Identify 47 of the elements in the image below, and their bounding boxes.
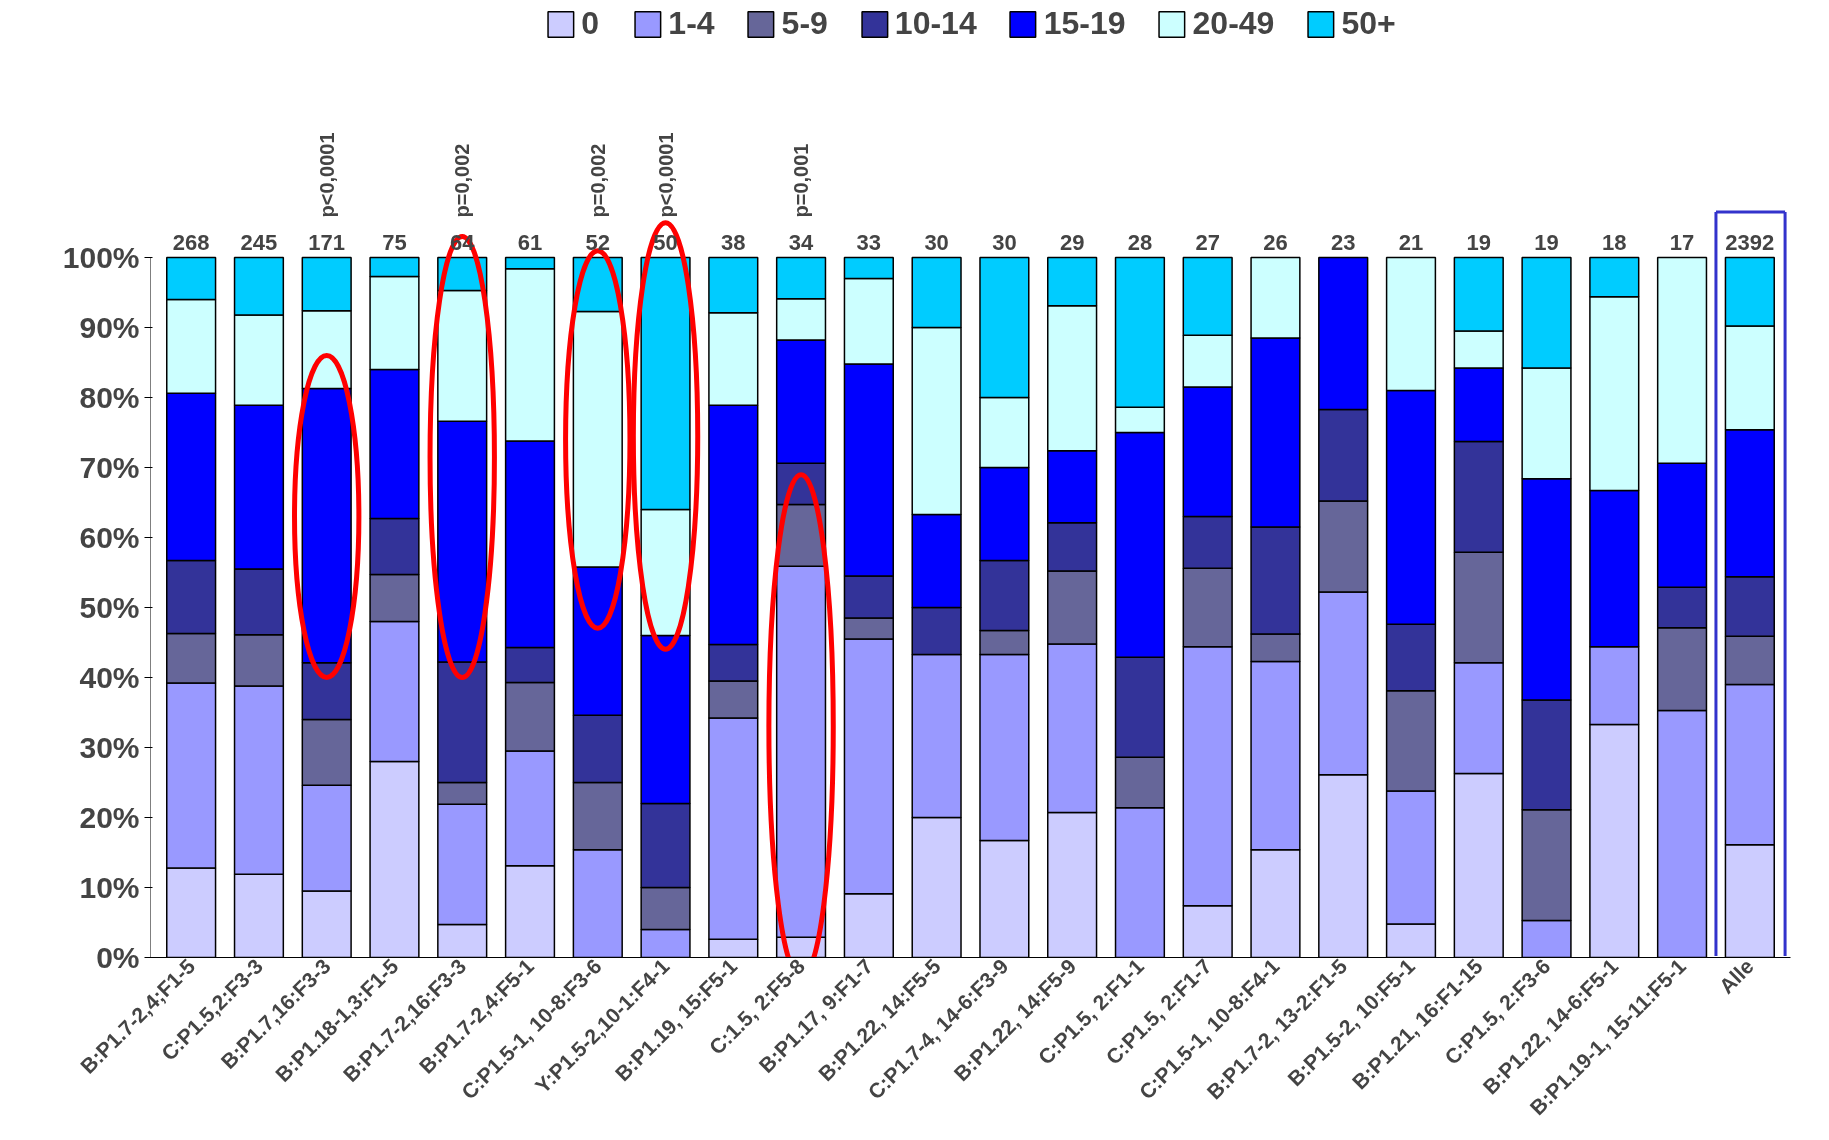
annotation: 26	[1263, 229, 1288, 255]
annotation: 19	[1534, 229, 1559, 255]
annotation: 38	[721, 229, 746, 255]
annotation: 61	[517, 229, 543, 255]
text: p<0,0001	[654, 132, 677, 218]
text: p<0,0001	[315, 132, 338, 218]
y-tick-label: 30%	[79, 731, 140, 764]
annotation: 27	[1195, 229, 1220, 255]
annotation: 2392	[1725, 229, 1775, 255]
annotation: 171	[308, 229, 346, 255]
annotation: 28	[1127, 229, 1153, 255]
annotation: 268	[172, 229, 210, 255]
annotation: 50	[653, 229, 678, 255]
y-tick-label: 20%	[79, 801, 140, 834]
legend-label: 50+	[1341, 5, 1396, 42]
annotation: 30	[924, 229, 949, 255]
y-tick-label: 10%	[79, 871, 140, 904]
annotation: 21	[1398, 229, 1424, 255]
annotation: 18	[1602, 229, 1627, 255]
annotation: 30	[992, 229, 1017, 255]
annotation: 64	[450, 229, 476, 255]
x-tick-label: Alle	[1714, 954, 1758, 998]
legend-label: 5-9	[781, 5, 828, 42]
y-tick-label: 70%	[79, 451, 140, 484]
annotation: 23	[1330, 229, 1356, 255]
legend-label: 1-4	[668, 5, 715, 42]
y-tick-label: 90%	[79, 311, 140, 344]
legend-label: 0	[581, 5, 601, 42]
y-tick-label: 80%	[79, 381, 140, 414]
annotation: 19	[1466, 229, 1492, 255]
annotation: 29	[1059, 229, 1085, 255]
legend-label: 15-19	[1043, 5, 1126, 42]
y-tick-label: 60%	[79, 521, 140, 554]
annotation: 33	[856, 229, 882, 255]
annotation: 34	[788, 229, 815, 255]
annotation: 245	[240, 229, 278, 255]
annotation: 75	[382, 229, 407, 255]
legend-label: 10-14	[894, 5, 977, 42]
annotation: 17	[1669, 229, 1695, 255]
annotation: 52	[585, 229, 611, 255]
text: p=0,001	[790, 143, 813, 218]
y-tick-label: 40%	[79, 661, 140, 694]
text: p=0,002	[451, 143, 474, 218]
text: p=0,002	[586, 143, 609, 218]
legend-label: 20-49	[1192, 5, 1275, 42]
y-tick-label: 100%	[62, 241, 140, 274]
y-tick-label: 50%	[79, 591, 140, 624]
